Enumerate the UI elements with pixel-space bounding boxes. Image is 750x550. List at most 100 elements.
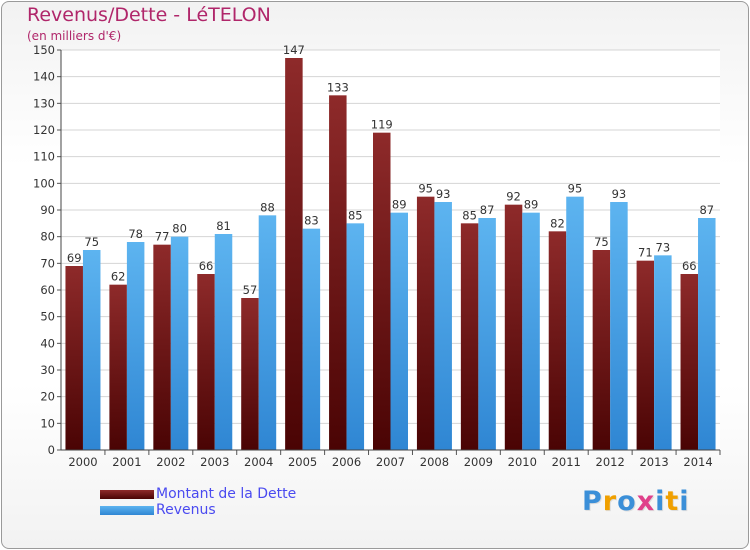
bar-revenus [302, 228, 321, 450]
y-tick-label: 120 [33, 123, 55, 137]
data-label-dette: 147 [283, 43, 305, 57]
x-tick-label: 2001 [112, 455, 141, 469]
chart-title: Revenus/Dette - LéTELON [27, 4, 271, 26]
y-tick-label: 40 [40, 336, 55, 350]
bars [65, 58, 716, 450]
data-label-revenus: 80 [172, 222, 187, 236]
x-tick-label: 2009 [464, 455, 493, 469]
y-tick-label: 100 [33, 176, 55, 190]
bar-revenus [434, 202, 452, 450]
x-tick-label: 2006 [332, 455, 361, 469]
data-label-revenus: 95 [568, 182, 583, 196]
y-axis-ticks: 0 10 20 30 40 50 60 70 80 90 100 110 120 130 140 150 [33, 43, 61, 457]
bar-dette [636, 260, 655, 450]
data-label-revenus: 78 [128, 227, 143, 241]
bar-revenus [654, 255, 672, 450]
data-label-dette: 85 [462, 208, 477, 222]
y-tick-label: 130 [33, 96, 55, 110]
data-label-dette: 69 [67, 251, 82, 265]
data-label-dette: 133 [327, 80, 349, 94]
x-tick-label: 2002 [156, 455, 185, 469]
bar-revenus [214, 234, 233, 450]
x-tick-label: 2014 [683, 455, 712, 469]
x-tick-label: 2013 [639, 455, 668, 469]
bar-revenus [610, 202, 628, 450]
x-tick-label: 2003 [200, 455, 229, 469]
y-tick-label: 140 [33, 70, 55, 84]
bar-dette [680, 274, 699, 450]
data-label-revenus: 87 [480, 203, 495, 217]
y-tick-label: 110 [33, 150, 55, 164]
legend-label-revenus: Revenus [156, 502, 216, 518]
x-tick-label: 2011 [552, 455, 581, 469]
y-tick-label: 10 [40, 416, 55, 430]
x-tick-label: 2008 [420, 455, 449, 469]
x-tick-label: 2004 [244, 455, 273, 469]
data-label-revenus: 87 [699, 203, 714, 217]
data-label-dette: 82 [550, 216, 565, 230]
bar-dette [329, 95, 347, 450]
bar-dette [153, 244, 171, 450]
data-label-dette: 77 [155, 230, 170, 244]
data-label-revenus: 93 [436, 187, 451, 201]
data-label-revenus: 85 [348, 208, 363, 222]
x-tick-label: 2010 [508, 455, 537, 469]
bar-revenus [390, 212, 408, 450]
y-tick-label: 90 [40, 203, 55, 217]
bar-dette [548, 231, 567, 450]
y-tick-label: 150 [33, 43, 55, 57]
bar-revenus [522, 212, 540, 450]
bar-dette [65, 266, 83, 450]
y-tick-label: 30 [40, 363, 55, 377]
data-label-revenus: 81 [216, 219, 231, 233]
data-label-revenus: 89 [524, 198, 539, 212]
data-label-dette: 95 [418, 182, 433, 196]
x-tick-label: 2005 [288, 455, 317, 469]
bar-revenus [478, 218, 496, 450]
bar-dette [592, 250, 611, 450]
bar-dette [416, 196, 435, 450]
data-label-dette: 66 [682, 259, 697, 273]
data-label-revenus: 93 [612, 187, 627, 201]
data-label-dette: 57 [243, 283, 258, 297]
data-label-dette: 75 [594, 235, 609, 249]
bar-dette [504, 204, 523, 450]
data-label-revenus: 83 [304, 214, 319, 228]
bar-dette [373, 132, 391, 450]
legend-swatch-dette [100, 490, 154, 499]
data-label-dette: 66 [199, 259, 214, 273]
bar-dette [285, 58, 303, 450]
x-axis-ticks: 2000 2001 2002 2003 2004 2005 2006 2007 2008 2009… [68, 450, 721, 469]
bar-revenus [698, 218, 716, 450]
data-label-revenus: 75 [84, 235, 99, 249]
axes [60, 50, 720, 451]
bar-revenus [566, 196, 584, 450]
x-tick-label: 2007 [376, 455, 405, 469]
y-tick-label: 60 [40, 283, 55, 297]
data-label-revenus: 88 [260, 200, 275, 214]
bar-revenus [170, 236, 189, 450]
x-tick-label: 2012 [596, 455, 625, 469]
y-tick-label: 0 [48, 443, 55, 457]
data-label-dette: 119 [371, 118, 393, 132]
proxiti-logo: Proxiti [582, 486, 690, 517]
legend-swatch-revenus [100, 506, 154, 515]
data-label-revenus: 89 [392, 198, 407, 212]
chart-subtitle: (en milliers d'€) [27, 29, 122, 43]
bar-revenus [346, 223, 365, 450]
bar-revenus [126, 242, 145, 450]
y-tick-label: 50 [40, 310, 55, 324]
y-tick-label: 20 [40, 390, 55, 404]
data-label-dette: 62 [111, 270, 126, 284]
bar-revenus [258, 215, 277, 450]
y-tick-label: 80 [40, 230, 55, 244]
y-tick-label: 70 [40, 256, 55, 270]
legend-label-dette: Montant de la Dette [156, 486, 297, 502]
data-label-dette: 92 [506, 190, 521, 204]
bar-revenus [82, 250, 101, 450]
data-label-revenus: 73 [656, 240, 671, 254]
bar-dette [109, 284, 127, 450]
bar-dette [241, 298, 259, 450]
